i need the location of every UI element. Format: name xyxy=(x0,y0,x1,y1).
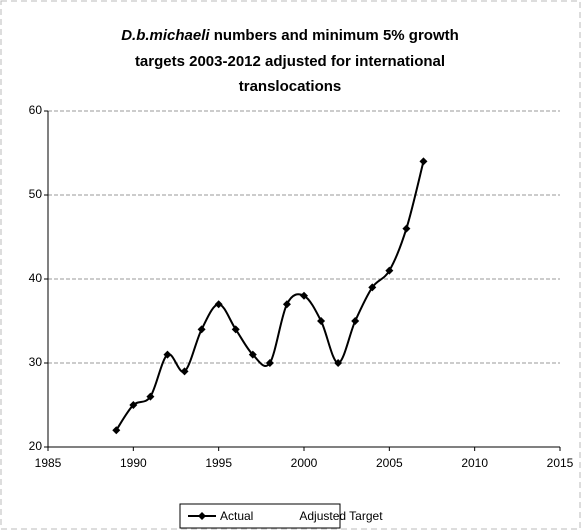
y-tick-label: 40 xyxy=(29,271,43,285)
y-tick-label: 20 xyxy=(29,439,43,453)
x-tick-label: 1990 xyxy=(120,456,147,470)
point-marker xyxy=(248,350,257,359)
point-marker xyxy=(385,266,394,275)
point-marker xyxy=(163,350,172,359)
point-marker xyxy=(419,157,428,166)
point-marker xyxy=(402,224,411,233)
title-line: translocations xyxy=(239,78,342,95)
x-tick-label: 1995 xyxy=(205,456,232,470)
point-marker xyxy=(180,367,189,376)
legend-marker xyxy=(277,512,286,520)
title-line: targets 2003-2012 adjusted for internati… xyxy=(135,53,445,70)
y-tick-label: 30 xyxy=(29,355,43,369)
legend-marker xyxy=(198,512,206,520)
point-marker xyxy=(300,291,308,300)
point-marker xyxy=(197,325,206,334)
series-line xyxy=(115,161,425,431)
y-tick-label: 60 xyxy=(29,103,43,117)
point-marker xyxy=(214,300,223,309)
point-marker xyxy=(265,359,274,367)
y-tick-label: 50 xyxy=(29,187,43,201)
title-line: numbers and minimum 5% growth xyxy=(214,27,459,44)
legend-label: Actual xyxy=(220,509,253,523)
point-marker xyxy=(317,317,326,325)
x-tick-label: 2000 xyxy=(291,456,318,470)
point-marker xyxy=(231,325,240,334)
x-tick-label: 1985 xyxy=(35,456,62,470)
chart-title: D.b.michaeli numbers and minimum 5% grow… xyxy=(121,27,459,44)
title-species: D.b.michaeli xyxy=(121,27,210,44)
legend-label: Adjusted Target xyxy=(299,509,383,523)
x-tick-label: 2005 xyxy=(376,456,403,470)
point-marker xyxy=(351,317,360,325)
point-marker xyxy=(334,359,343,367)
point-marker xyxy=(282,300,291,309)
point-marker xyxy=(112,426,121,435)
x-tick-label: 2010 xyxy=(461,456,488,470)
point-marker xyxy=(129,401,138,409)
point-marker xyxy=(368,283,377,292)
x-tick-label: 2015 xyxy=(547,456,574,470)
point-marker xyxy=(146,392,155,401)
